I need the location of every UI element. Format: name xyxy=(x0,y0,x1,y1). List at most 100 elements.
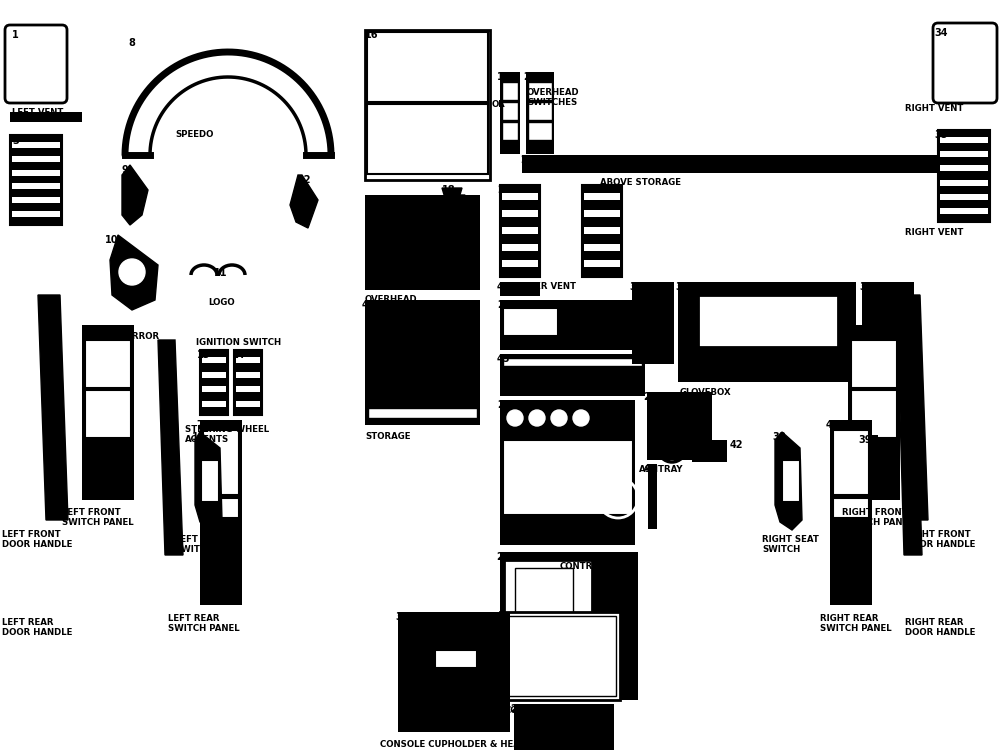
Text: RIGHT REAR
DOOR HANDLE: RIGHT REAR DOOR HANDLE xyxy=(905,618,975,638)
Bar xyxy=(514,704,614,750)
Bar xyxy=(200,420,242,605)
Text: 36: 36 xyxy=(895,295,908,305)
Bar xyxy=(504,616,616,696)
Bar xyxy=(500,72,520,154)
Bar xyxy=(368,408,477,418)
Bar xyxy=(782,460,800,502)
Bar xyxy=(502,102,518,120)
Bar xyxy=(12,211,60,217)
Polygon shape xyxy=(898,340,922,555)
Polygon shape xyxy=(110,235,158,310)
Text: OVERHEAD
SWITCHES: OVERHEAD SWITCHES xyxy=(527,88,580,107)
Text: RIGHT FRONT
DOOR HANDLE: RIGHT FRONT DOOR HANDLE xyxy=(905,530,975,550)
Bar xyxy=(692,440,727,462)
Text: STORAGE: STORAGE xyxy=(365,432,411,441)
Bar xyxy=(833,498,869,518)
Bar xyxy=(526,72,554,154)
Bar xyxy=(10,135,62,225)
Text: 43: 43 xyxy=(644,464,658,474)
Text: 8: 8 xyxy=(128,38,135,48)
Bar xyxy=(938,130,990,222)
Bar xyxy=(398,612,510,732)
Bar xyxy=(503,308,558,336)
Polygon shape xyxy=(195,432,222,530)
Text: 18: 18 xyxy=(442,185,456,195)
Text: 45: 45 xyxy=(497,354,511,364)
Bar xyxy=(12,184,60,189)
Text: 35: 35 xyxy=(934,130,948,140)
Text: 28: 28 xyxy=(510,704,524,714)
Bar xyxy=(648,464,657,529)
Text: 1: 1 xyxy=(12,30,19,40)
Text: LEFT SEAT
SWITCH: LEFT SEAT SWITCH xyxy=(175,535,225,554)
Bar xyxy=(202,400,226,406)
Bar xyxy=(940,166,988,172)
Text: CONSOLE CUPHOLDER & HEATED SEATS: CONSOLE CUPHOLDER & HEATED SEATS xyxy=(380,740,571,749)
Text: GLOVEBOX: GLOVEBOX xyxy=(680,388,732,397)
Text: POWER MIRROR: POWER MIRROR xyxy=(82,332,159,341)
Bar xyxy=(522,155,940,173)
Polygon shape xyxy=(290,175,318,228)
Bar xyxy=(528,82,552,100)
Bar xyxy=(502,194,538,200)
Bar xyxy=(200,350,228,415)
Bar xyxy=(12,197,60,203)
Text: 37: 37 xyxy=(845,325,858,335)
Bar xyxy=(504,560,592,690)
Text: IGNITION SWITCH: IGNITION SWITCH xyxy=(196,338,281,347)
Circle shape xyxy=(507,410,523,426)
Bar xyxy=(435,650,477,668)
Bar xyxy=(502,260,538,268)
Text: 13: 13 xyxy=(197,350,210,360)
Bar xyxy=(236,357,260,363)
Bar xyxy=(940,152,988,157)
Text: 20: 20 xyxy=(523,72,536,82)
Bar xyxy=(584,226,620,234)
Text: 26: 26 xyxy=(496,552,510,562)
Text: LEFT FRONT
SWITCH PANEL: LEFT FRONT SWITCH PANEL xyxy=(62,508,134,527)
Bar xyxy=(500,400,635,545)
Bar xyxy=(647,392,712,460)
Bar xyxy=(678,282,856,382)
Bar xyxy=(502,122,518,140)
Bar xyxy=(584,210,620,218)
Bar xyxy=(201,460,219,502)
Text: RIGHT SEAT
SWITCH: RIGHT SEAT SWITCH xyxy=(762,535,819,554)
Text: 19: 19 xyxy=(497,72,511,82)
Text: 44: 44 xyxy=(497,282,511,292)
Text: OR: OR xyxy=(492,100,506,109)
Text: 14: 14 xyxy=(232,350,246,360)
Circle shape xyxy=(573,410,589,426)
Text: RIGHT REAR
SWITCH PANEL: RIGHT REAR SWITCH PANEL xyxy=(820,614,892,634)
Text: 3: 3 xyxy=(12,136,19,146)
Text: 7: 7 xyxy=(196,420,203,430)
Text: LEFT REAR
SWITCH PANEL: LEFT REAR SWITCH PANEL xyxy=(168,614,240,634)
Bar xyxy=(500,300,645,350)
Bar xyxy=(500,612,620,700)
Polygon shape xyxy=(898,295,928,520)
Text: 23: 23 xyxy=(580,185,594,195)
Bar xyxy=(502,82,518,100)
Text: 32: 32 xyxy=(675,282,688,292)
Bar xyxy=(236,386,260,392)
Bar xyxy=(862,435,878,461)
Text: 42: 42 xyxy=(730,440,744,450)
Text: 16: 16 xyxy=(365,30,378,40)
Text: LEFT VENT: LEFT VENT xyxy=(12,108,63,117)
Bar xyxy=(202,386,226,392)
Text: STEERING WHEEL
ACCENTS: STEERING WHEEL ACCENTS xyxy=(185,425,269,445)
Bar xyxy=(12,170,60,176)
Bar xyxy=(698,295,838,347)
Bar xyxy=(500,552,638,700)
Bar xyxy=(940,179,988,185)
Text: 22: 22 xyxy=(497,185,511,195)
Text: 2: 2 xyxy=(12,112,19,122)
Bar xyxy=(862,282,914,364)
Bar xyxy=(365,195,480,290)
Text: 40: 40 xyxy=(826,420,840,430)
Bar xyxy=(367,104,488,174)
Bar xyxy=(940,208,988,214)
Bar xyxy=(584,244,620,250)
Text: RADIO &  CLIMA
CONTROL+: RADIO & CLIMA CONTROL+ xyxy=(560,552,637,572)
Bar xyxy=(202,372,226,378)
